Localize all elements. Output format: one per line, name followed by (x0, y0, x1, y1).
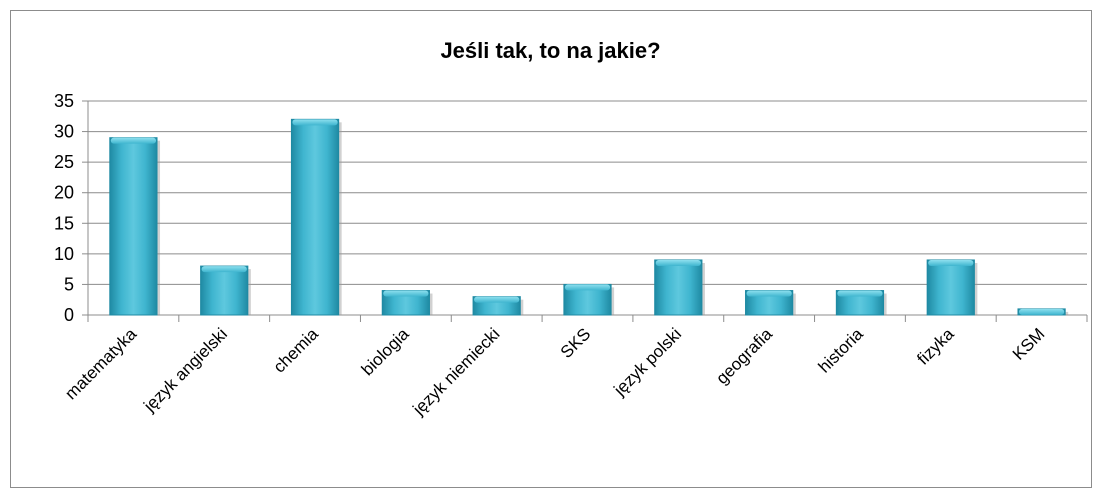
bar (1017, 308, 1069, 316)
bar (654, 259, 705, 316)
bars (109, 118, 1069, 316)
bar (835, 290, 887, 316)
x-category-label: chemia (270, 324, 323, 377)
chart-title: Jeśli tak, to na jakie? (440, 38, 661, 63)
bar (109, 137, 161, 316)
bar (381, 290, 433, 316)
x-category-label: matematyka (61, 324, 140, 403)
bar (200, 265, 251, 316)
x-category-label: język polski (610, 324, 686, 400)
bar (745, 290, 796, 316)
labels: 0 5 10 15 20 25 30 35 matematyka język angielski c… (54, 91, 1048, 419)
x-category-label: KSM (1009, 324, 1048, 363)
y-tick-label: 15 (54, 213, 74, 233)
y-tick-label: 5 (64, 274, 74, 294)
bar (290, 118, 342, 316)
y-tick-label: 10 (54, 244, 74, 264)
bar (563, 283, 615, 316)
bar (472, 296, 524, 316)
y-tick-label: 0 (64, 305, 74, 325)
x-category-label: fizyka (913, 324, 958, 369)
chart-frame (10, 10, 1092, 488)
bar (926, 259, 978, 316)
x-category-label: historia (815, 324, 868, 377)
x-category-label: język angielski (139, 324, 231, 416)
y-tick-label: 30 (54, 122, 74, 142)
x-category-label: geografia (712, 324, 776, 388)
y-tick-label: 20 (54, 183, 74, 203)
gridlines (88, 100, 1087, 285)
x-category-label: SKS (557, 324, 594, 361)
y-tick-label: 35 (54, 91, 74, 111)
x-category-label: biologia (358, 324, 413, 379)
y-tick-label: 25 (54, 152, 74, 172)
x-category-label: język niemiecki (409, 324, 504, 419)
